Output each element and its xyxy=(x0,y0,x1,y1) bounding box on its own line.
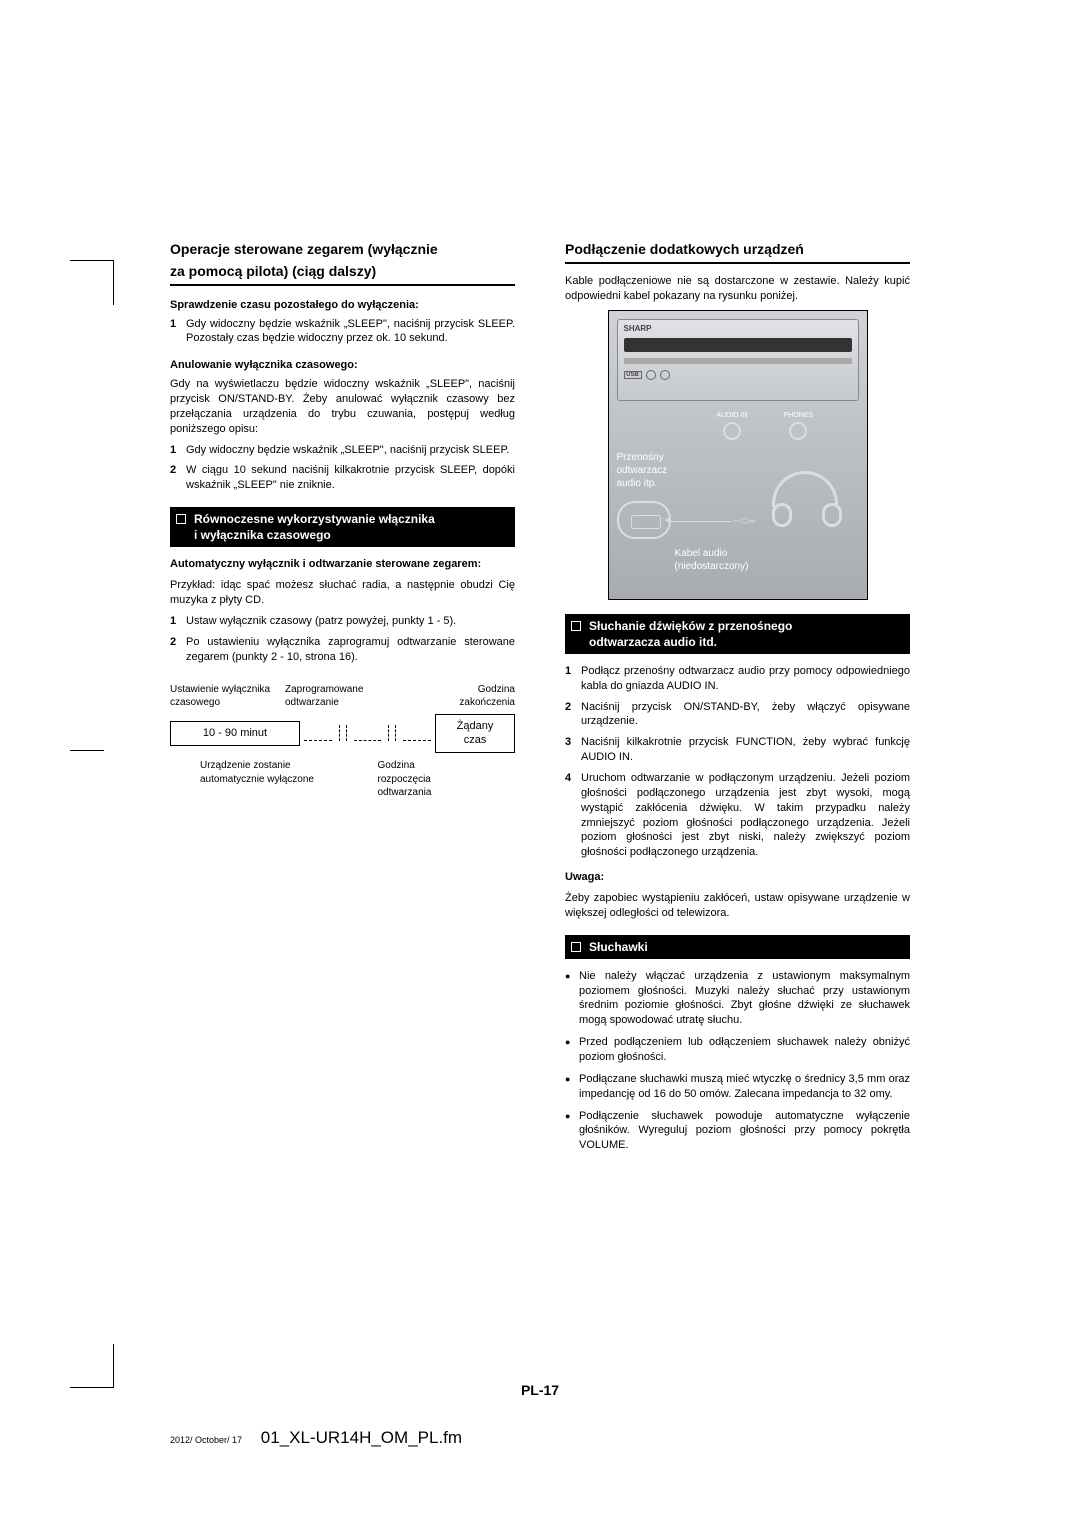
step-text: Gdy widoczny będzie wskaźnik „SLEEP", na… xyxy=(186,317,515,347)
footer-filename: 01_XL-UR14H_OM_PL.fm xyxy=(261,1428,462,1447)
paragraph: Gdy na wyświetlaczu będzie widoczny wska… xyxy=(170,377,515,436)
plug-icon: ─⊂═ xyxy=(733,515,756,529)
heading-left-a: Operacje sterowane zegarem (wyłącznie xyxy=(170,240,515,259)
list-item: 4Uruchom odtwarzanie w podłączonym urząd… xyxy=(565,771,910,860)
diag-box-minutes: 10 - 90 minut xyxy=(170,721,300,746)
page-content: Operacje sterowane zegarem (wyłącznie za… xyxy=(170,240,910,1160)
paragraph: Przykład: idąc spać możesz słuchać radia… xyxy=(170,578,515,608)
square-icon xyxy=(571,942,581,952)
list-item: 1Gdy widoczny będzie wskaźnik „SLEEP", n… xyxy=(170,443,515,458)
bullet-item: Podłączane słuchawki muszą mieć wtyczkę … xyxy=(565,1072,910,1102)
square-icon xyxy=(176,514,186,524)
section-bar-audio-in: Słuchanie dźwięków z przenośnego odtwarz… xyxy=(565,614,910,654)
list-item: 1Podłącz przenośny odtwarzacz audio przy… xyxy=(565,664,910,694)
page-number: PL-17 xyxy=(0,1382,1080,1398)
diag-label: Zaprogramowaneodtwarzanie xyxy=(285,683,400,710)
step-text: Gdy widoczny będzie wskaźnik „SLEEP", na… xyxy=(186,443,515,458)
left-column: Operacje sterowane zegarem (wyłącznie za… xyxy=(170,240,515,1160)
bullet-item: Nie należy włączać urządzenia z ustawion… xyxy=(565,969,910,1028)
jack-label: AUDIO IN xyxy=(717,412,748,419)
square-icon xyxy=(571,621,581,631)
step-text: Po ustawieniu wyłącznika zaprogramuj odt… xyxy=(186,635,515,665)
subhead-auto: Automatyczny wyłącznik i odtwarzanie ste… xyxy=(170,557,515,572)
crop-mark xyxy=(70,750,104,751)
headphones-icon xyxy=(772,471,842,541)
list-item: 3Naciśnij kilkakrotnie przycisk FUNCTION… xyxy=(565,735,910,765)
bar-text: i wyłącznika czasowego xyxy=(194,527,435,543)
brand-label: SHARP xyxy=(624,324,652,333)
jack-label: PHONES xyxy=(784,412,814,419)
diag-label: Godzinazakończenia xyxy=(400,683,515,710)
crop-mark xyxy=(70,260,114,261)
timer-diagram: Ustawienie wyłącznikaczasowego Zaprogram… xyxy=(170,683,515,800)
step-text: Ustaw wyłącznik czasowy (patrz powyżej, … xyxy=(186,614,515,629)
paragraph: Kable podłączeniowe nie są dostarczone w… xyxy=(565,274,910,304)
bar-text: Równoczesne wykorzystywanie włącznika xyxy=(194,511,435,527)
bullet-item: Przed podłączeniem lub odłączeniem słuch… xyxy=(565,1035,910,1065)
device-front: SHARP USB xyxy=(617,319,859,401)
diag-sublabel: Godzinarozpoczęciaodtwarzania xyxy=(338,759,516,800)
bar-text: odtwarzacza audio itd. xyxy=(589,634,792,650)
list-item: 1Ustaw wyłącznik czasowy (patrz powyżej,… xyxy=(170,614,515,629)
device-figure: SHARP USB AUDIO IN PHONES Przenośny odtw… xyxy=(608,310,868,600)
step-text: Podłącz przenośny odtwarzacz audio przy … xyxy=(581,664,910,694)
note-text: Żeby zapobiec wystąpieniu zakłóceń, usta… xyxy=(565,891,910,921)
player-label: Przenośny odtwarzacz audio itp. xyxy=(617,451,668,490)
bar-text: Słuchawki xyxy=(589,939,648,955)
diag-box-time: Żądany czas xyxy=(435,714,515,754)
list-item: 2Po ustawieniu wyłącznika zaprogramuj od… xyxy=(170,635,515,665)
list-item: 2Naciśnij przycisk ON/STAND-BY, żeby włą… xyxy=(565,700,910,730)
step-text: Naciśnij przycisk ON/STAND-BY, żeby włąc… xyxy=(581,700,910,730)
device-back: AUDIO IN PHONES Przenośny odtwarzacz aud… xyxy=(617,411,859,591)
right-column: Podłączenie dodatkowych urządzeń Kable p… xyxy=(565,240,910,1160)
subhead-check-time: Sprawdzenie czasu pozostałego do wyłącze… xyxy=(170,298,515,313)
note-label: Uwaga: xyxy=(565,870,910,885)
list-item: 1Gdy widoczny będzie wskaźnik „SLEEP", n… xyxy=(170,317,515,347)
section-bar-combined-timer: Równoczesne wykorzystywanie włącznika i … xyxy=(170,507,515,547)
heading-right: Podłączenie dodatkowych urządzeń xyxy=(565,240,910,259)
step-text: Naciśnij kilkakrotnie przycisk FUNCTION,… xyxy=(581,735,910,765)
section-bar-headphones: Słuchawki xyxy=(565,935,910,959)
step-text: Uruchom odtwarzanie w podłączonym urządz… xyxy=(581,771,910,860)
bar-text: Słuchanie dźwięków z przenośnego xyxy=(589,618,792,634)
heading-left-b: za pomocą pilota) (ciąg dalszy) xyxy=(170,262,515,281)
footer-date: 2012/ October/ 17 xyxy=(170,1435,242,1445)
list-item: 2W ciągu 10 sekund naciśnij kilkakrotnie… xyxy=(170,463,515,493)
arrow-icon xyxy=(671,521,731,522)
subhead-cancel: Anulowanie wyłącznika czasowego: xyxy=(170,358,515,373)
rule xyxy=(565,262,910,264)
footer: 2012/ October/ 17 01_XL-UR14H_OM_PL.fm xyxy=(170,1428,462,1448)
diag-label: Ustawienie wyłącznikaczasowego xyxy=(170,683,285,710)
cable-label: Kabel audio (niedostarczony) xyxy=(675,547,749,573)
diag-sublabel: Urządzenie zostanieautomatycznie wyłączo… xyxy=(170,759,338,800)
bullet-item: Podłączenie słuchawek powoduje automatyc… xyxy=(565,1109,910,1154)
step-text: W ciągu 10 sekund naciśnij kilkakrotnie … xyxy=(186,463,515,493)
rule xyxy=(170,284,515,286)
